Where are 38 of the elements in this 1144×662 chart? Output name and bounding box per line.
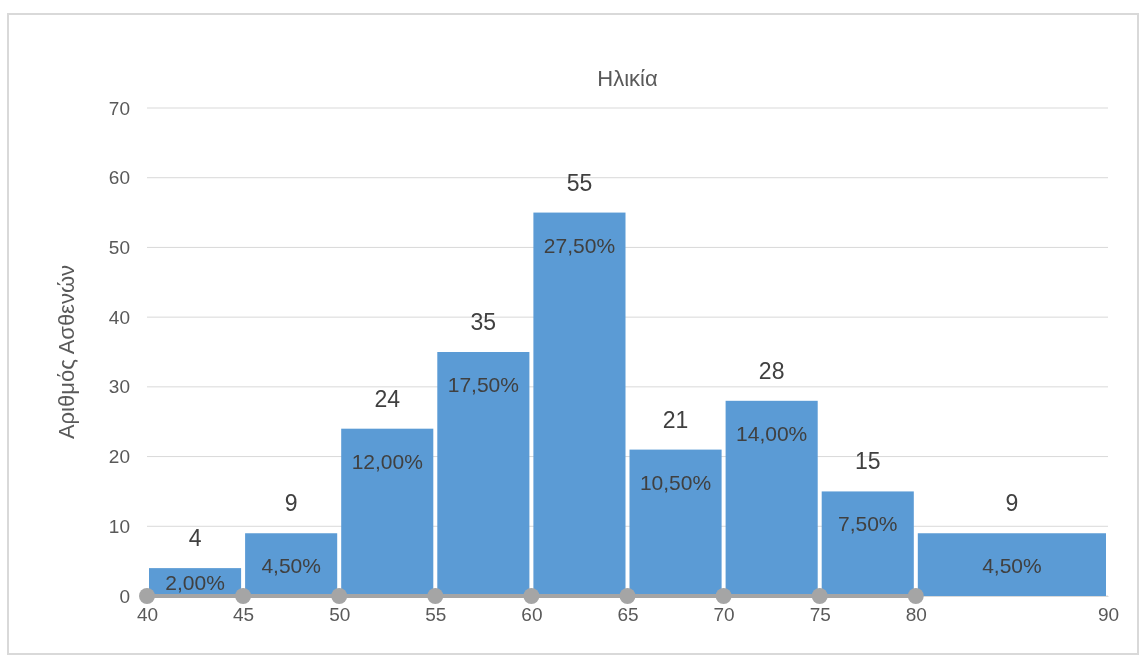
data-label: 24 — [374, 385, 401, 412]
y-tick-label: 20 — [108, 446, 130, 468]
data-label: 15 — [854, 448, 881, 475]
annotation: 10,50% — [639, 470, 712, 494]
y-tick-label: 40 — [108, 306, 130, 328]
x-tick-label: 80 — [905, 604, 927, 625]
x-tick-label: 40 — [136, 604, 159, 625]
y-tick-label: 30 — [108, 376, 130, 398]
annotation: 17,50% — [447, 373, 519, 396]
x-tick-label: 75 — [809, 604, 831, 625]
annotation: 7,50% — [837, 512, 898, 536]
data-label: 4 — [188, 525, 202, 552]
annotation: 4,50% — [982, 554, 1042, 578]
y-tick-label: 10 — [108, 515, 130, 537]
chart-title: Ηλικία — [597, 66, 658, 91]
data-label: 55 — [566, 169, 593, 196]
data-label: 35 — [470, 309, 497, 335]
annotation: 14,00% — [736, 421, 808, 445]
data-label: 21 — [662, 406, 689, 433]
annotation: 2,00% — [165, 571, 225, 594]
y-axis-title: Αριθμός Ασθενών — [54, 264, 79, 440]
y-tick-label: 70 — [108, 97, 130, 119]
annotation: 4,50% — [261, 554, 321, 578]
x-tick-label: 70 — [713, 604, 735, 625]
y-tick-label: 50 — [108, 237, 130, 259]
y-tick-label: 0 — [119, 585, 130, 607]
data-label: 9 — [1005, 490, 1019, 517]
x-tick-label: 90 — [1097, 604, 1120, 625]
x-tick-label: 55 — [425, 604, 447, 625]
x-tick-label: 50 — [329, 604, 351, 625]
data-label: 9 — [284, 490, 298, 517]
y-tick-label: 60 — [108, 167, 130, 189]
x-tick-label: 60 — [521, 604, 543, 625]
annotation: 12,00% — [351, 449, 423, 473]
data-label: 28 — [758, 357, 785, 384]
x-tick-label: 45 — [233, 604, 255, 625]
annotation: 27,50% — [543, 233, 616, 257]
x-tick-label: 65 — [617, 604, 639, 625]
